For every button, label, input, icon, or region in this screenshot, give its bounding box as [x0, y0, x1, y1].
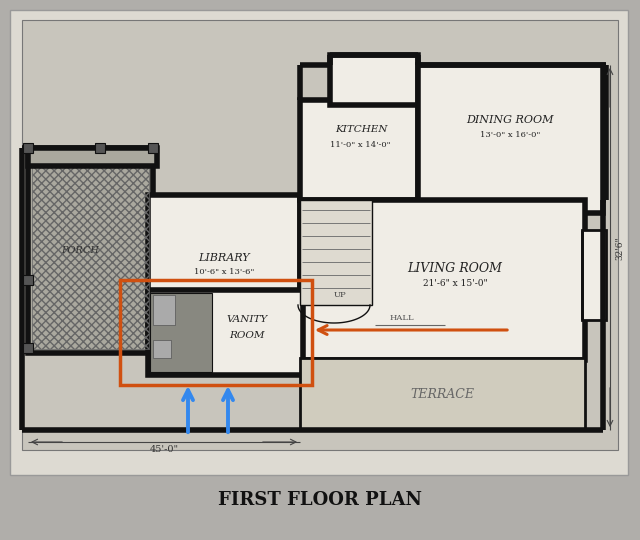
Text: FIRST FLOOR PLAN: FIRST FLOOR PLAN: [218, 491, 422, 509]
Bar: [23, 143, 33, 153]
Text: 13'-0" x 16'-0": 13'-0" x 16'-0": [480, 131, 540, 139]
Bar: [32, 152, 149, 349]
Bar: [150, 293, 212, 372]
Bar: [153, 295, 175, 325]
Text: ROOM: ROOM: [229, 330, 265, 340]
Bar: [23, 343, 33, 353]
Bar: [23, 275, 33, 285]
Bar: [300, 358, 585, 430]
Text: TERRACE: TERRACE: [410, 388, 474, 401]
Text: VANITY: VANITY: [227, 315, 268, 325]
Text: KITCHEN: KITCHEN: [335, 125, 387, 134]
Text: LIBRARY: LIBRARY: [198, 253, 250, 263]
Text: 11'-0" x 14'-0": 11'-0" x 14'-0": [330, 141, 390, 149]
Text: LIVING ROOM: LIVING ROOM: [408, 261, 502, 274]
Bar: [10, 10, 628, 475]
Bar: [148, 143, 158, 153]
Bar: [300, 100, 418, 200]
Bar: [418, 65, 603, 213]
Bar: [148, 195, 300, 345]
Bar: [148, 290, 303, 375]
Bar: [153, 340, 171, 358]
Text: 10'-6" x 13'-6": 10'-6" x 13'-6": [194, 268, 254, 276]
Bar: [120, 280, 312, 385]
Bar: [28, 148, 153, 353]
Bar: [330, 55, 418, 105]
Text: 45'-0": 45'-0": [149, 446, 179, 455]
Bar: [95, 143, 105, 153]
Text: PORCH: PORCH: [61, 246, 99, 255]
Bar: [300, 200, 585, 360]
Text: 21'-6" x 15'-0": 21'-6" x 15'-0": [422, 279, 487, 287]
Bar: [582, 230, 606, 320]
Text: UP: UP: [333, 291, 346, 299]
Text: DINING ROOM: DINING ROOM: [467, 115, 554, 125]
Text: 32'6": 32'6": [616, 236, 625, 260]
Bar: [300, 200, 372, 305]
Text: HALL: HALL: [390, 314, 415, 322]
Bar: [28, 148, 157, 166]
Bar: [22, 20, 618, 450]
